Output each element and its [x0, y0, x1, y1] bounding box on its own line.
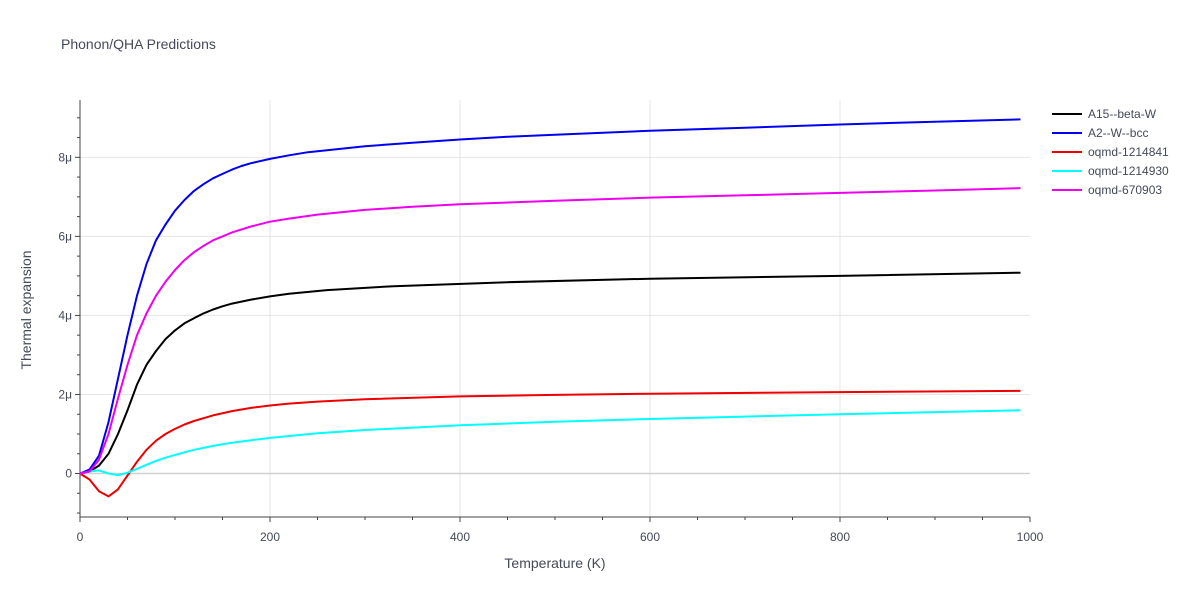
legend-swatch [1052, 188, 1082, 191]
x-tick-label: 200 [260, 530, 280, 544]
y-tick-label: 6μ [58, 229, 72, 243]
series-line-a15-beta-w [79, 271, 1021, 475]
x-tick-label: 400 [450, 530, 470, 544]
legend-label: oqmd-670903 [1088, 182, 1163, 197]
legend: A15--beta-W A2--W--bcc oqmd-1214841 oqmd-12… [1052, 104, 1169, 199]
series-line-a2-w-bcc [79, 118, 1021, 475]
legend-item-a2-w-bcc[interactable]: A2--W--bcc [1052, 123, 1169, 142]
series-line-oqmd-1214930 [79, 409, 1021, 477]
y-tick-label: 2μ [58, 387, 72, 401]
legend-item-oqmd-670903[interactable]: oqmd-670903 [1052, 180, 1169, 199]
legend-swatch [1052, 169, 1082, 172]
legend-label: A15--beta-W [1088, 106, 1157, 121]
legend-label: oqmd-1214930 [1088, 163, 1169, 178]
y-tick-label: 8μ [58, 150, 72, 164]
x-tick-label: 0 [77, 530, 84, 544]
legend-item-oqmd-1214930[interactable]: oqmd-1214930 [1052, 161, 1169, 180]
legend-swatch [1052, 150, 1082, 153]
legend-swatch [1052, 131, 1082, 134]
series-line-oqmd-1214841 [79, 389, 1021, 498]
legend-swatch [1052, 112, 1082, 115]
legend-label: A2--W--bcc [1088, 125, 1149, 140]
y-tick-label: 4μ [58, 308, 72, 322]
series-line-oqmd-670903 [79, 187, 1021, 475]
y-tick-label: 0 [65, 467, 72, 481]
x-axis-title: Temperature (K) [504, 555, 605, 571]
chart-title: Phonon/QHA Predictions [61, 36, 216, 52]
legend-item-oqmd-1214841[interactable]: oqmd-1214841 [1052, 142, 1169, 161]
x-tick-label: 600 [640, 530, 660, 544]
y-axis-title: Thermal expansion [18, 250, 34, 369]
legend-label: oqmd-1214841 [1088, 144, 1169, 159]
grid-layer [80, 100, 1030, 517]
series-layer [79, 118, 1021, 498]
legend-item-a15-beta-w[interactable]: A15--beta-W [1052, 104, 1169, 123]
axes-layer: 0 200 400 600 800 1000 0 2μ 4μ 6μ 8μ [58, 100, 1044, 544]
x-tick-label: 800 [830, 530, 850, 544]
x-tick-label: 1000 [1017, 530, 1044, 544]
